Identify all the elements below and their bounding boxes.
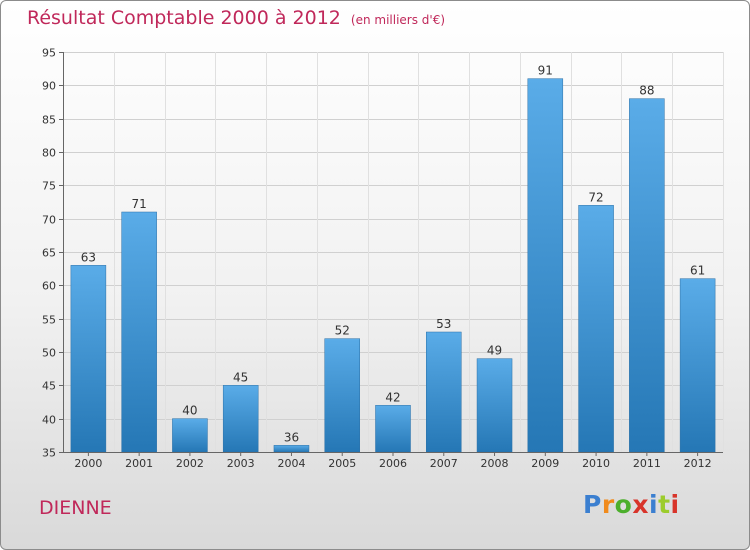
- bar[interactable]: [426, 331, 462, 453]
- x-tick-label: 2002: [176, 457, 204, 470]
- bar[interactable]: [70, 265, 107, 453]
- data-label: 91: [538, 64, 553, 78]
- data-label: 53: [436, 317, 451, 331]
- y-tick-label: 45: [42, 380, 56, 393]
- x-tick-label: 2009: [531, 457, 559, 470]
- x-tick-label: 2000: [74, 457, 102, 470]
- y-tick-label: 40: [42, 414, 56, 427]
- y-tick-label: 85: [42, 114, 56, 127]
- bar[interactable]: [629, 98, 665, 453]
- data-label: 72: [588, 190, 603, 204]
- data-label: 88: [639, 84, 654, 98]
- y-tick-label: 95: [42, 47, 56, 60]
- logo-letter: P: [583, 490, 602, 519]
- commune-name: DIENNE: [39, 497, 112, 519]
- logo-letter: x: [632, 490, 649, 519]
- y-tick-label: 90: [42, 80, 56, 93]
- data-label: 71: [132, 197, 147, 211]
- data-label: 49: [487, 344, 502, 358]
- data-label: 45: [233, 370, 248, 384]
- proxiti-logo[interactable]: Proxiti: [583, 490, 680, 519]
- bar[interactable]: [679, 278, 716, 453]
- x-tick-label: 2008: [481, 457, 509, 470]
- bar[interactable]: [375, 405, 411, 453]
- y-tick-label: 50: [42, 347, 56, 360]
- x-tick-label: 2004: [277, 457, 305, 470]
- data-label: 52: [335, 324, 350, 338]
- y-tick-label: 70: [42, 214, 56, 227]
- y-tick-label: 75: [42, 180, 56, 193]
- bar[interactable]: [273, 445, 310, 453]
- x-tick-label: 2010: [582, 457, 610, 470]
- bars: [70, 78, 716, 453]
- y-tick-label: 55: [42, 314, 56, 327]
- bar[interactable]: [222, 385, 259, 453]
- x-tick-label: 2001: [125, 457, 153, 470]
- data-label: 61: [690, 264, 705, 278]
- logo-letter: i: [670, 490, 680, 519]
- bar[interactable]: [121, 211, 157, 453]
- x-tick-label: 2006: [379, 457, 407, 470]
- y-tick-label: 60: [42, 280, 56, 293]
- data-labels: 63 71 40 45 36 52 42 53 49 91 72 88 61: [81, 64, 706, 445]
- chart-title: Résultat Comptable 2000 à 2012: [27, 7, 341, 29]
- x-tick-label: 2012: [684, 457, 712, 470]
- y-tick-label: 65: [42, 247, 56, 260]
- x-tick-label: 2011: [633, 457, 661, 470]
- y-tick-label: 80: [42, 147, 56, 160]
- bar[interactable]: [324, 338, 360, 453]
- chart-subtitle: (en milliers d'€): [350, 13, 446, 27]
- logo-letter: t: [658, 490, 671, 519]
- logo-letter: i: [649, 490, 659, 519]
- logo-letter: r: [601, 490, 615, 519]
- y-tick-label: 35: [42, 447, 56, 460]
- x-tick-label: 2007: [430, 457, 458, 470]
- bar[interactable]: [578, 205, 614, 453]
- x-tick-label: 2005: [328, 457, 356, 470]
- data-label: 42: [385, 390, 400, 404]
- axes: 35 40 45 50 55 60 65 70 75 80 85 90 95 2000 2001 2002 20…: [42, 47, 723, 470]
- bar[interactable]: [172, 418, 208, 453]
- bar[interactable]: [476, 358, 513, 453]
- chart-title-block: Résultat Comptable 2000 à 2012 (en millie…: [27, 7, 445, 29]
- data-label: 40: [182, 404, 197, 418]
- data-label: 36: [284, 430, 299, 444]
- data-label: 63: [81, 250, 96, 264]
- bar[interactable]: [527, 78, 564, 453]
- logo-letter: o: [614, 490, 633, 519]
- x-tick-label: 2003: [227, 457, 255, 470]
